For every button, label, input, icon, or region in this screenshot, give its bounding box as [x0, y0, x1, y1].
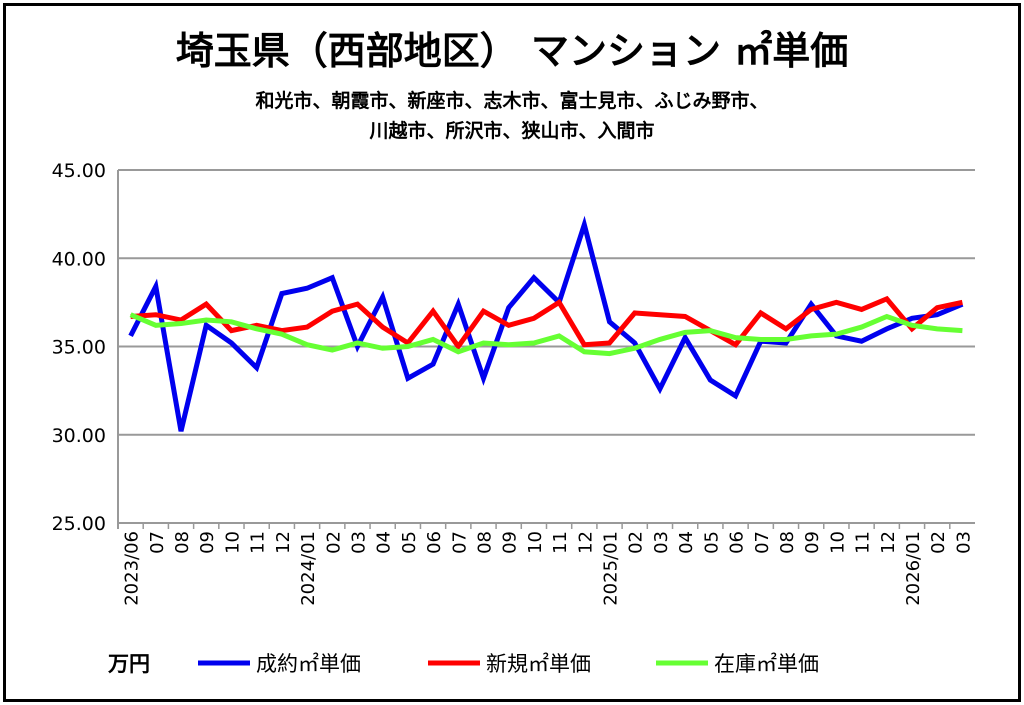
y-tick-label: 40.00: [52, 248, 106, 270]
x-tick-label: 09: [500, 531, 521, 554]
x-tick-label: 12: [273, 531, 294, 554]
x-tick-label: 12: [878, 531, 899, 554]
x-tick-label: 09: [197, 531, 218, 554]
x-tick-label: 10: [222, 531, 243, 554]
x-tick-label: 07: [752, 531, 773, 554]
x-tick-label: 2023/06: [122, 531, 143, 606]
x-tick-label: 12: [575, 531, 596, 554]
legend-label: 在庫㎡単価: [714, 652, 819, 676]
x-tick-label: 07: [147, 531, 168, 554]
x-tick-label: 11: [248, 531, 269, 554]
x-tick-label: 10: [827, 531, 848, 554]
x-tick-label: 04: [374, 531, 395, 554]
x-tick-label: 08: [777, 531, 798, 554]
x-tick-label: 11: [853, 531, 874, 554]
legend-label: 新規㎡単価: [486, 652, 591, 676]
x-tick-label: 06: [424, 531, 445, 554]
chart-frame: [3, 3, 1021, 702]
x-tick-label: 2025/01: [601, 531, 622, 606]
x-tick-label: 03: [953, 531, 974, 554]
x-tick-label: 03: [348, 531, 369, 554]
x-tick-label: 08: [172, 531, 193, 554]
x-tick-label: 05: [701, 531, 722, 554]
x-tick-label: 07: [449, 531, 470, 554]
x-tick-label: 11: [550, 531, 571, 554]
x-tick-label: 02: [928, 531, 949, 554]
x-tick-label: 09: [802, 531, 823, 554]
chart-subtitle-line-1: 和光市、朝霞市、新座市、志木市、富士見市、ふじみ野市、: [255, 89, 768, 112]
series-line-3: [129, 312, 963, 357]
legend-label: 成約㎡単価: [256, 652, 361, 676]
x-tick-label: 10: [525, 531, 546, 554]
series-line-2: [130, 295, 963, 351]
y-tick-label: 35.00: [52, 337, 106, 359]
x-tick-label: 08: [474, 531, 495, 554]
x-tick-label: 02: [626, 531, 647, 554]
x-tick-label: 06: [727, 531, 748, 554]
x-tick-label: 03: [651, 531, 672, 554]
y-tick-label: 45.00: [52, 160, 106, 182]
chart-title: 埼玉県（西部地区） マンション ㎡単価: [176, 29, 848, 73]
x-tick-label: 04: [676, 531, 697, 554]
chart-subtitle-line-2: 川越市、所沢市、狭山市、入間市: [368, 119, 654, 142]
x-tick-label: 05: [399, 531, 420, 554]
x-tick-label: 02: [323, 531, 344, 554]
x-tick-label: 2024/01: [298, 531, 319, 606]
y-tick-label: 25.00: [52, 513, 106, 535]
y-tick-label: 30.00: [52, 425, 106, 447]
x-tick-label: 2026/01: [903, 531, 924, 606]
y-unit-label: 万円: [107, 652, 150, 676]
